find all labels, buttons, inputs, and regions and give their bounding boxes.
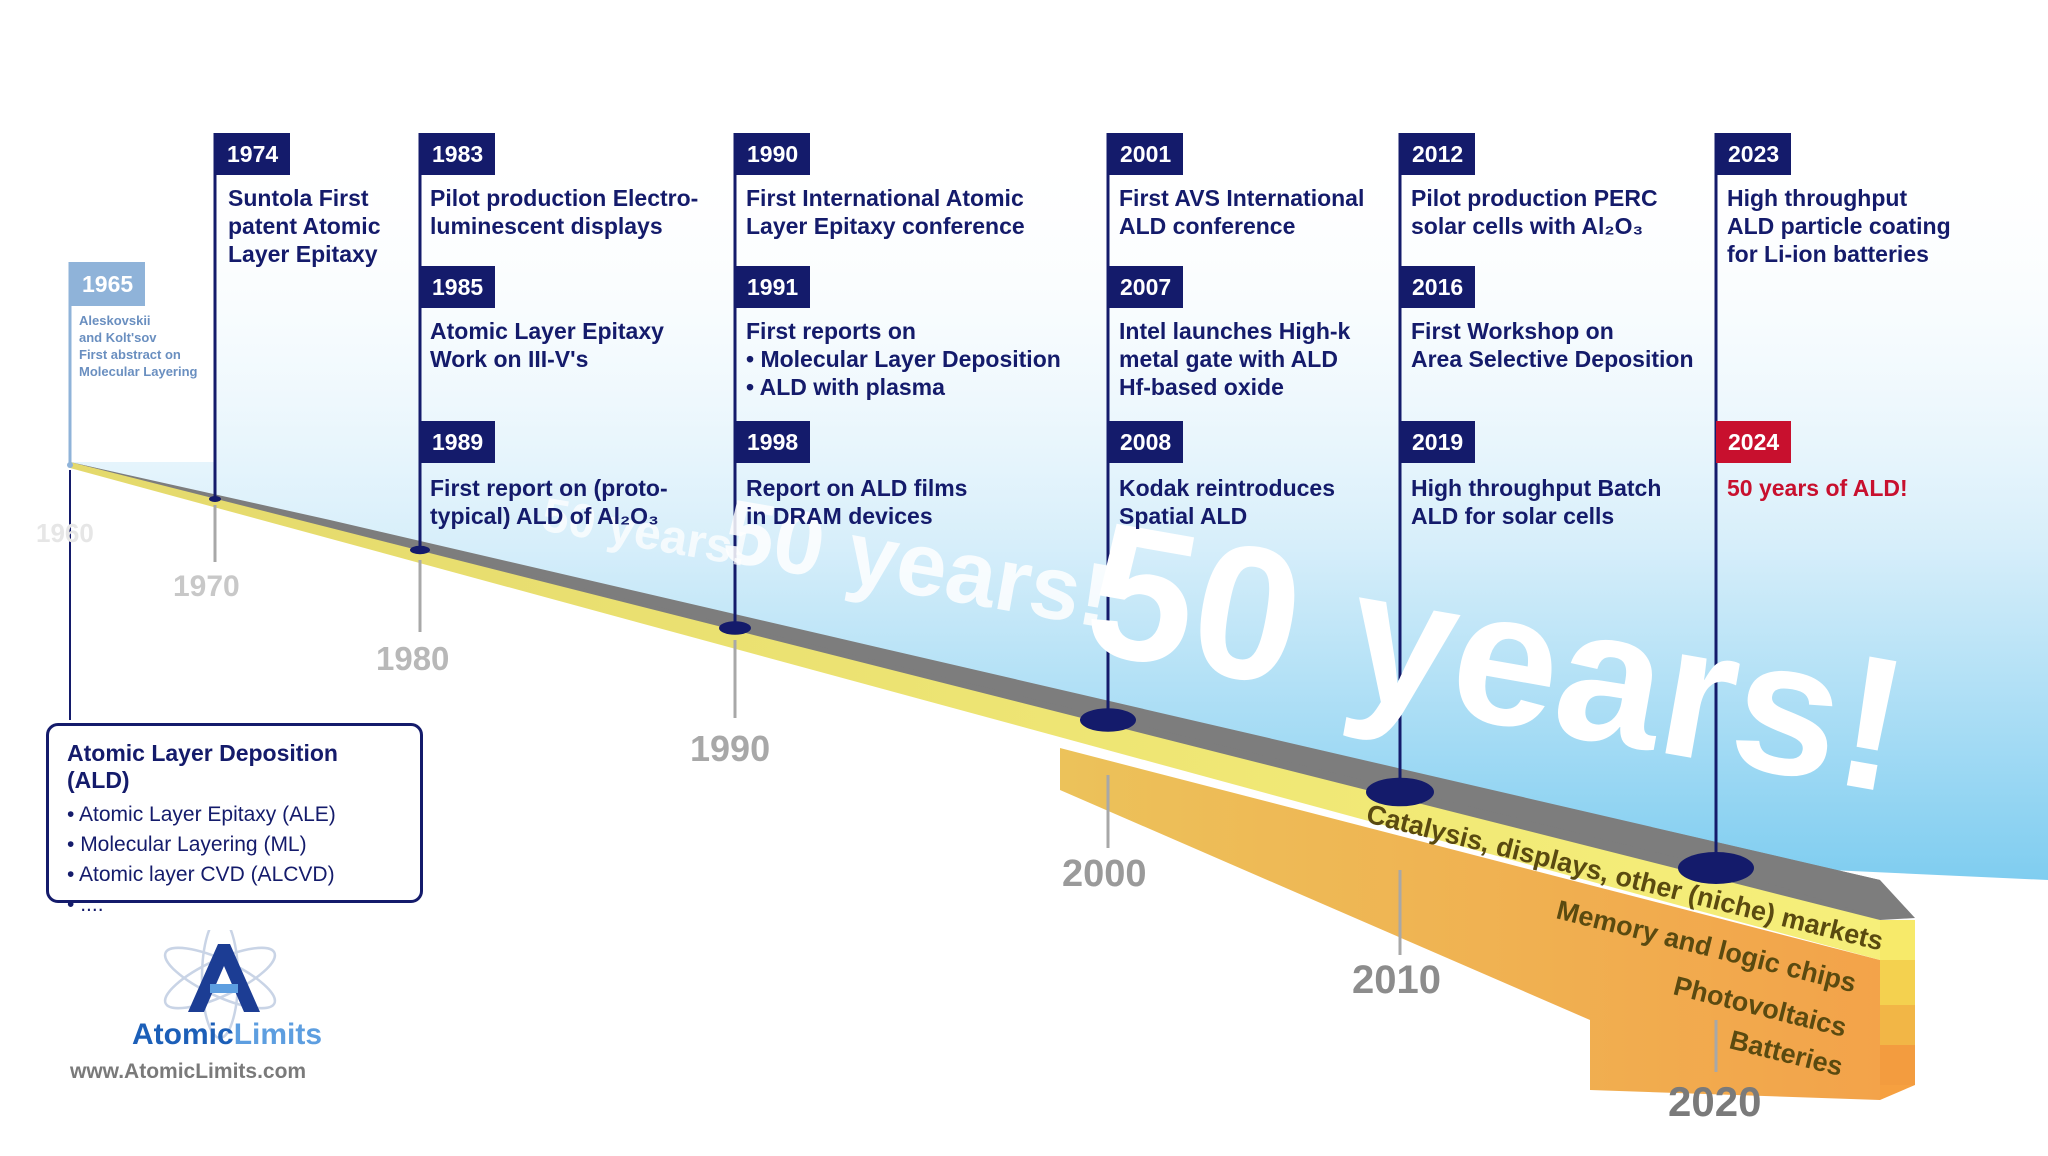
pole-base-dot-2023 — [1678, 852, 1754, 884]
flag-2012: 2012 — [1400, 133, 1476, 175]
year-label-1960: 1960 — [36, 518, 94, 548]
pole-base-dot-2001 — [1080, 708, 1136, 732]
event-1991: First reports on • Molecular Layer Depos… — [746, 318, 1061, 400]
flag-1998: 1998 — [735, 421, 811, 463]
logo-word-atomic: Atomic — [132, 1018, 234, 1051]
event-1998: Report on ALD films in DRAM devices — [746, 475, 968, 529]
event-1985: Atomic Layer Epitaxy Work on III-V's — [430, 318, 664, 372]
event-1989: First report on (proto- typical) ALD of … — [430, 475, 668, 529]
event-2012: Pilot production PERC solar cells with A… — [1411, 185, 1658, 239]
flag-2016: 2016 — [1400, 266, 1476, 308]
market-band-3 — [1880, 1005, 1915, 1045]
logo-wordmark: AtomicLimits — [132, 1018, 322, 1052]
market-band-1 — [1880, 920, 1915, 960]
logo-word-limits: Limits — [233, 1018, 323, 1051]
pole-base-dot-1983 — [410, 545, 430, 555]
flag-1974: 1974 — [215, 133, 291, 175]
legend-item: Atomic Layer Epitaxy (ALE) — [67, 800, 402, 830]
market-slab-front — [1060, 748, 1880, 1100]
event-2023: High throughput ALD particle coating for… — [1727, 185, 1951, 267]
flag-1991: 1991 — [735, 266, 811, 308]
event-1983: Pilot production Electro- luminescent di… — [430, 185, 699, 239]
event-2001: First AVS International ALD conference — [1119, 185, 1365, 239]
pole-base-dot-2012 — [1366, 777, 1434, 807]
flag-2024: 2024 — [1716, 421, 1792, 463]
market-band-2 — [1880, 960, 1915, 1005]
pole-base-dot-1965 — [67, 462, 73, 468]
flag-1983: 1983 — [420, 133, 496, 175]
event-2024: 50 years of ALD! — [1727, 475, 1908, 501]
logo-url: www.AtomicLimits.com — [70, 1060, 307, 1083]
flag-2019: 2019 — [1400, 421, 1476, 463]
year-label-2010: 2010 — [1352, 958, 1441, 1002]
legend-item: Atomic layer CVD (ALCVD) — [67, 860, 402, 890]
event-2008: Kodak reintroduces Spatial ALD — [1119, 475, 1335, 529]
legend-title: Atomic Layer Deposition (ALD) — [67, 740, 338, 793]
event-2019: High throughput Batch ALD for solar cell… — [1411, 475, 1662, 529]
flag-2008: 2008 — [1108, 421, 1184, 463]
year-label-1980: 1980 — [376, 640, 450, 677]
beam-front — [70, 462, 1880, 960]
market-band-4 — [1880, 1045, 1915, 1085]
event-2016: First Workshop on Area Selective Deposit… — [1411, 318, 1694, 372]
year-label-1970: 1970 — [173, 570, 240, 603]
flag-2001: 2001 — [1108, 133, 1184, 175]
flag-2023: 2023 — [1716, 133, 1792, 175]
pole-base-dot-1974 — [209, 496, 221, 502]
flag-2007: 2007 — [1108, 266, 1184, 308]
atomic-limits-logo-icon — [163, 930, 277, 1040]
pole-base-dot-1990 — [719, 621, 751, 635]
legend-item: .... — [67, 890, 402, 920]
flag-1965: 1965 — [70, 262, 146, 306]
ald-legend-box: Atomic Layer Deposition (ALD) Atomic Lay… — [46, 723, 423, 916]
year-ticks — [69, 470, 1718, 1072]
flag-1989: 1989 — [420, 421, 496, 463]
event-1974: Suntola First patent Atomic Layer Epitax… — [228, 185, 381, 267]
event-1990: First International Atomic Layer Epitaxy… — [746, 185, 1025, 239]
year-label-2000: 2000 — [1062, 853, 1147, 895]
flag-1985: 1985 — [420, 266, 496, 308]
legend-item: Molecular Layering (ML) — [67, 830, 402, 860]
beam-top — [70, 462, 1915, 920]
flag-1990: 1990 — [735, 133, 811, 175]
event-1965: Aleskovskii and Kolt'sov First abstract … — [79, 313, 198, 379]
year-label-1990: 1990 — [690, 728, 771, 769]
event-2007: Intel launches High-k metal gate with AL… — [1119, 318, 1351, 400]
year-label-2020: 2020 — [1668, 1078, 1762, 1125]
sky-backdrop — [70, 140, 2048, 880]
